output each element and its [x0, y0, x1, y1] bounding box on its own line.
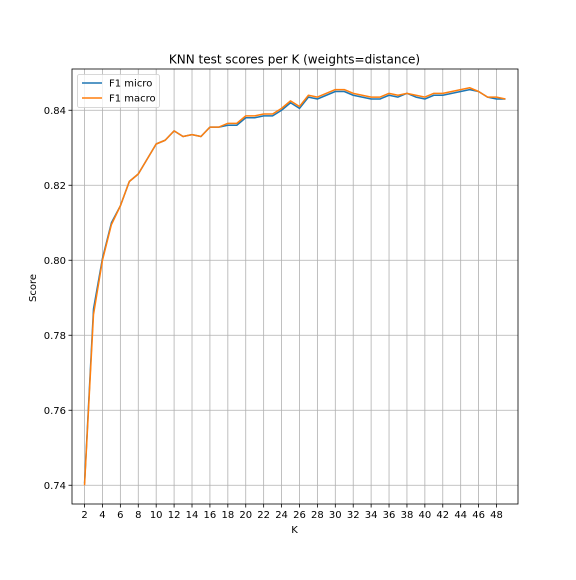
x-tick-label: 10 [150, 510, 163, 521]
x-tick-label: 24 [275, 510, 288, 521]
x-tick-label: 40 [418, 510, 431, 521]
x-tick-label: 2 [81, 510, 87, 521]
x-tick-label: 22 [257, 510, 270, 521]
series-layer [83, 87, 506, 486]
plot-frame [71, 68, 519, 505]
y-tick-label: 0.80 [44, 256, 66, 267]
y-tick-label: 0.84 [44, 106, 66, 117]
x-tick-label: 20 [239, 510, 252, 521]
x-tick-label: 18 [221, 510, 234, 521]
legend-label-f1-micro: F1 micro [109, 79, 152, 90]
x-tick-label: 44 [454, 510, 467, 521]
x-axis-label: K [291, 525, 298, 536]
y-tick-label: 0.78 [44, 331, 66, 342]
x-axis-ticks: 2 4 6 8 10 12 14 16 18 20 22 24 26 28 30 32 34 36 38 40 42 44… [81, 504, 503, 521]
legend-label-f1-macro: F1 macro [109, 94, 156, 105]
y-axis-ticks: 0.74 0.76 0.78 0.80 0.82 0.84 [44, 106, 72, 492]
grid [72, 69, 518, 504]
x-tick-label: 38 [401, 510, 414, 521]
x-tick-label: 28 [311, 510, 324, 521]
x-tick-label: 42 [436, 510, 449, 521]
x-tick-label: 46 [472, 510, 485, 521]
x-tick-label: 12 [168, 510, 181, 521]
x-tick-label: 16 [204, 510, 217, 521]
y-tick-label: 0.82 [44, 181, 66, 192]
x-tick-label: 48 [490, 510, 503, 521]
y-axis-label: Score [28, 274, 39, 302]
x-tick-label: 30 [329, 510, 342, 521]
x-tick-label: 8 [135, 510, 141, 521]
x-tick-label: 6 [117, 510, 123, 521]
x-tick-label: 36 [383, 510, 396, 521]
x-tick-label: 14 [186, 510, 199, 521]
chart-title: KNN test scores per K (weights=distance) [169, 53, 420, 67]
y-tick-label: 0.74 [44, 481, 66, 492]
x-tick-label: 32 [347, 510, 360, 521]
legend: F1 micro F1 macro [77, 74, 160, 108]
x-tick-label: 4 [99, 510, 105, 521]
y-tick-label: 0.76 [44, 406, 66, 417]
x-tick-label: 34 [365, 510, 378, 521]
series-line-f1-macro [83, 87, 506, 486]
x-tick-label: 26 [293, 510, 306, 521]
